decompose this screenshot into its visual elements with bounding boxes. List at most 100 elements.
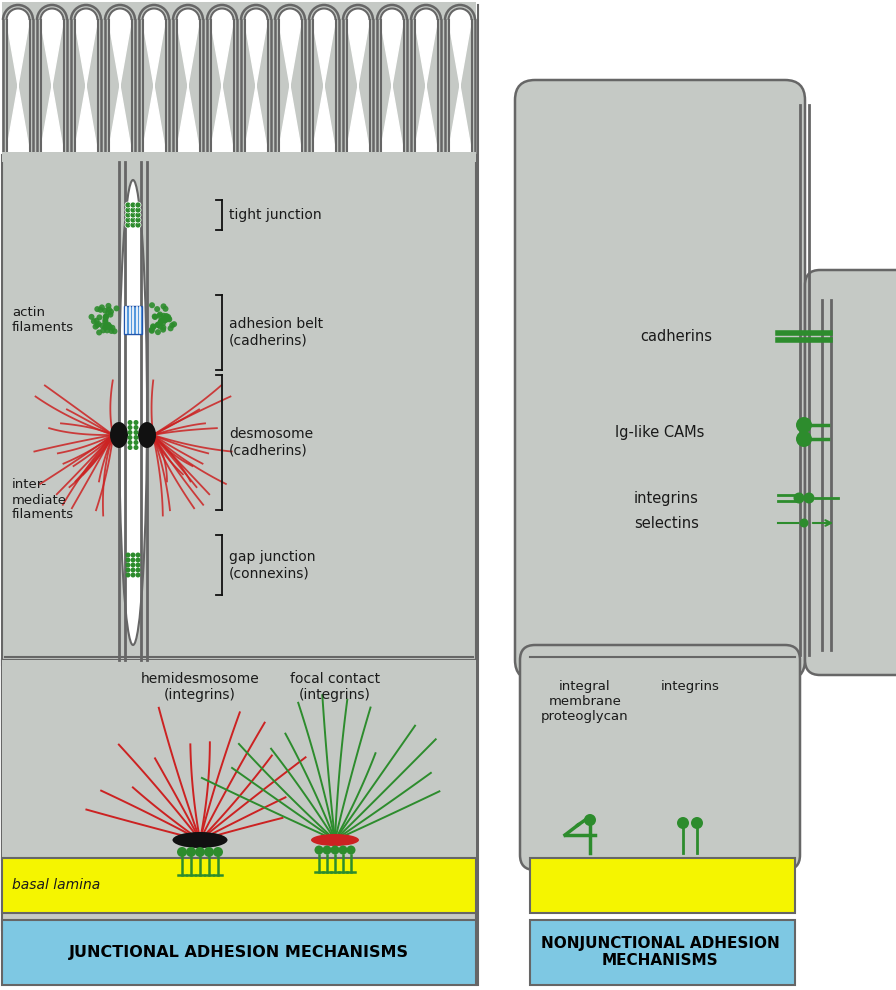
Bar <box>530 920 795 985</box>
Text: integral
membrane
proteoglycan: integral membrane proteoglycan <box>541 680 629 723</box>
Circle shape <box>103 314 109 320</box>
Circle shape <box>125 212 131 218</box>
Circle shape <box>677 817 689 829</box>
Circle shape <box>169 323 176 329</box>
Text: inter-
mediate
filaments: inter- mediate filaments <box>12 478 74 522</box>
Circle shape <box>159 318 165 324</box>
Circle shape <box>794 492 805 504</box>
Bar <box>2 660 112 860</box>
Circle shape <box>157 313 162 319</box>
Text: JUNCTIONAL ADHESION MECHANISMS: JUNCTIONAL ADHESION MECHANISMS <box>69 944 409 959</box>
Circle shape <box>162 315 168 321</box>
Circle shape <box>125 217 131 223</box>
Circle shape <box>339 845 348 854</box>
Circle shape <box>108 309 114 315</box>
Text: focal contact
(integrins): focal contact (integrins) <box>290 672 380 702</box>
Bar <box>2 2 476 162</box>
Circle shape <box>131 557 135 562</box>
Bar <box>2 858 476 913</box>
Bar <box>2 660 476 930</box>
Polygon shape <box>177 9 200 151</box>
Circle shape <box>130 212 136 218</box>
Circle shape <box>134 430 139 435</box>
Text: tight junction: tight junction <box>229 208 322 222</box>
Circle shape <box>94 322 100 328</box>
Circle shape <box>100 328 106 334</box>
Circle shape <box>213 847 223 857</box>
Circle shape <box>204 847 214 857</box>
Circle shape <box>90 319 97 325</box>
Polygon shape <box>381 9 403 151</box>
Circle shape <box>158 324 163 330</box>
Circle shape <box>93 318 99 324</box>
FancyBboxPatch shape <box>520 645 800 870</box>
Text: actin
filaments: actin filaments <box>12 306 74 334</box>
Circle shape <box>135 222 141 228</box>
Circle shape <box>796 431 812 447</box>
Circle shape <box>151 314 158 320</box>
Circle shape <box>331 845 340 854</box>
Circle shape <box>160 313 167 319</box>
Circle shape <box>125 207 131 213</box>
Polygon shape <box>347 9 369 151</box>
Circle shape <box>103 315 108 321</box>
Circle shape <box>94 306 100 312</box>
Circle shape <box>171 321 177 327</box>
Circle shape <box>135 562 141 567</box>
Circle shape <box>97 315 102 321</box>
Bar <box>124 306 142 334</box>
Circle shape <box>149 328 155 334</box>
Polygon shape <box>6 9 30 151</box>
Circle shape <box>804 492 814 504</box>
Circle shape <box>127 440 133 445</box>
Circle shape <box>152 314 158 320</box>
Ellipse shape <box>173 832 228 848</box>
Circle shape <box>105 310 111 316</box>
Circle shape <box>96 321 101 327</box>
Circle shape <box>135 567 141 572</box>
Ellipse shape <box>110 422 128 448</box>
Circle shape <box>134 440 139 445</box>
Circle shape <box>125 202 131 208</box>
Circle shape <box>125 222 131 228</box>
Circle shape <box>106 303 111 309</box>
Circle shape <box>796 417 812 433</box>
Circle shape <box>162 317 168 323</box>
Circle shape <box>127 425 133 430</box>
Circle shape <box>165 314 171 320</box>
Polygon shape <box>74 9 98 151</box>
Bar <box>2 660 476 860</box>
Circle shape <box>125 552 131 557</box>
Circle shape <box>799 519 808 528</box>
Text: desmosome
(cadherins): desmosome (cadherins) <box>229 428 313 457</box>
Circle shape <box>151 324 156 330</box>
Text: integrins: integrins <box>660 680 719 693</box>
Circle shape <box>131 572 135 577</box>
Circle shape <box>154 306 160 312</box>
Ellipse shape <box>119 180 147 645</box>
Polygon shape <box>245 9 268 151</box>
Circle shape <box>160 320 166 326</box>
Circle shape <box>103 323 109 329</box>
Polygon shape <box>313 9 335 151</box>
Circle shape <box>160 303 167 309</box>
Circle shape <box>131 567 135 572</box>
Circle shape <box>104 328 110 334</box>
Circle shape <box>149 327 155 333</box>
Bar <box>2 920 476 985</box>
FancyBboxPatch shape <box>805 270 896 675</box>
Circle shape <box>99 323 106 329</box>
Circle shape <box>96 330 102 336</box>
Circle shape <box>125 572 131 577</box>
Circle shape <box>134 425 139 430</box>
Circle shape <box>135 212 141 218</box>
Circle shape <box>109 325 116 331</box>
Polygon shape <box>415 9 437 151</box>
Circle shape <box>135 207 141 213</box>
Circle shape <box>323 845 332 854</box>
Circle shape <box>135 557 141 562</box>
Circle shape <box>584 814 596 826</box>
Circle shape <box>127 435 133 440</box>
FancyBboxPatch shape <box>515 80 805 680</box>
Circle shape <box>160 325 167 331</box>
